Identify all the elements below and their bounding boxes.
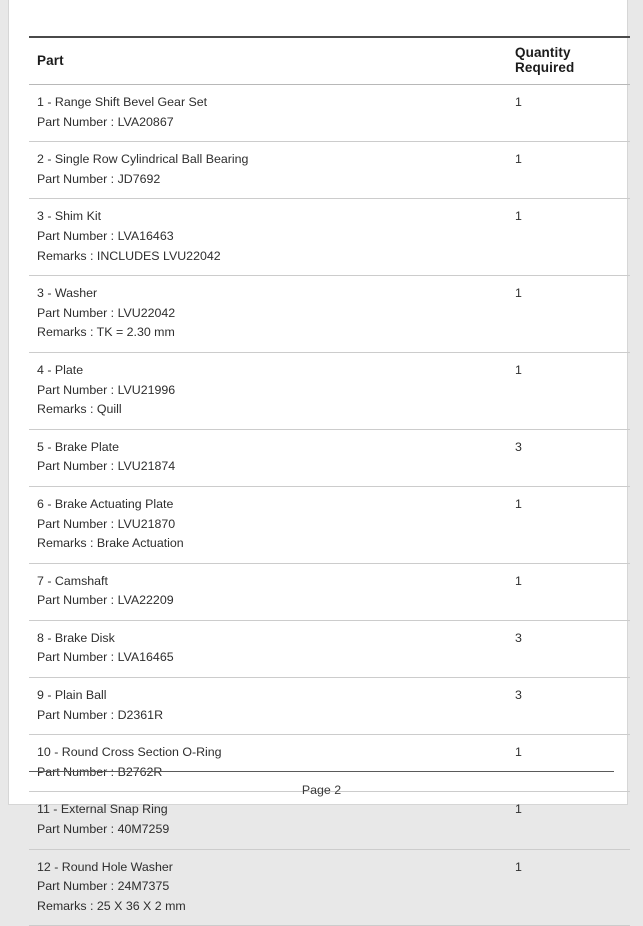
quantity-cell: 1 — [507, 563, 630, 621]
page-number-label: Page 2 — [301, 783, 342, 797]
table-row: 3 - Shim Kit Part Number : LVA16463 Remark… — [29, 198, 630, 277]
part-number: Part Number : 24M7375 — [37, 879, 170, 894]
part-cell: 3 - Shim Kit Part Number : LVA16463 Remark… — [29, 198, 507, 277]
part-number: Part Number : LVA22209 — [37, 593, 174, 608]
part-name: 12 - Round Hole Washer — [37, 859, 173, 874]
table-row: 12 - Round Hole Washer Part Number : 24M7… — [29, 849, 630, 926]
column-header-quantity-required: Quantity Required — [507, 36, 630, 85]
part-name: 8 - Brake Disk — [37, 630, 115, 645]
part-name: 10 - Round Cross Section O-Ring — [37, 745, 222, 760]
table-row: 11 - External Snap Ring Part Number : 40M… — [29, 791, 630, 850]
table-row: 8 - Brake Disk Part Number : LVA16465 3 — [29, 620, 630, 679]
page-footer: Page 2 — [29, 771, 614, 797]
table-row: 1 - Range Shift Bevel Gear Set Part Numbe… — [29, 84, 630, 143]
parts-table-body: 1 - Range Shift Bevel Gear Set Part Numbe… — [29, 84, 630, 926]
part-name: 3 - Shim Kit — [37, 209, 102, 224]
part-cell: 3 - Washer Part Number : LVU22042 Remarks … — [29, 275, 507, 353]
quantity-cell: 3 — [507, 620, 630, 679]
quantity-cell: 1 — [507, 141, 630, 200]
part-name: 1 - Range Shift Bevel Gear Set — [37, 95, 208, 109]
table-row: 10 - Round Cross Section O-Ring Part Numb… — [29, 734, 630, 793]
part-remarks: Remarks : TK = 2.30 mm — [37, 325, 175, 340]
quantity-cell: 3 — [507, 429, 630, 487]
quantity-cell: 1 — [507, 84, 630, 143]
quantity-cell: 1 — [507, 791, 630, 850]
quantity-cell: 1 — [507, 275, 630, 353]
part-number: Part Number : LVU21874 — [37, 459, 176, 474]
quantity-cell: 1 — [507, 849, 630, 926]
part-remarks: Remarks : INCLUDES LVU22042 — [37, 248, 221, 263]
part-name: 9 - Plain Ball — [37, 688, 107, 703]
part-number: Part Number : LVU22042 — [37, 305, 176, 320]
table-header-row: Part Quantity Required — [29, 36, 630, 85]
document-page-sheet: Part Quantity Required 1 - Range Shift B… — [8, 0, 630, 926]
quantity-cell: 1 — [507, 486, 630, 564]
part-name: 7 - Camshaft — [37, 573, 108, 588]
table-row: 6 - Brake Actuating Plate Part Number : L… — [29, 486, 630, 564]
part-cell: 6 - Brake Actuating Plate Part Number : L… — [29, 486, 507, 564]
quantity-cell: 1 — [507, 352, 630, 430]
part-cell: 2 - Single Row Cylindrical Ball Bearing P… — [29, 141, 507, 200]
quantity-cell: 3 — [507, 677, 630, 736]
part-cell: 11 - External Snap Ring Part Number : 40M… — [29, 791, 507, 850]
part-cell: 5 - Brake Plate Part Number : LVU21874 — [29, 429, 507, 487]
part-number: Part Number : D2361R — [37, 707, 164, 722]
part-cell: 8 - Brake Disk Part Number : LVA16465 — [29, 620, 507, 679]
part-number: Part Number : JD7692 — [37, 171, 161, 186]
part-remarks: Remarks : Brake Actuation — [37, 536, 184, 551]
table-row: 4 - Plate Part Number : LVU21996 Remarks :… — [29, 352, 630, 430]
part-cell: 4 - Plate Part Number : LVU21996 Remarks :… — [29, 352, 507, 430]
part-number: Part Number : LVA16463 — [37, 228, 174, 243]
part-cell: 10 - Round Cross Section O-Ring Part Numb… — [29, 734, 507, 793]
table-row: 2 - Single Row Cylindrical Ball Bearing P… — [29, 141, 630, 200]
table-row: 9 - Plain Ball Part Number : D2361R 3 — [29, 677, 630, 736]
part-remarks: Remarks : Quill — [37, 402, 122, 417]
part-cell: 1 - Range Shift Bevel Gear Set Part Numbe… — [29, 84, 507, 143]
part-name: 2 - Single Row Cylindrical Ball Bearing — [37, 152, 249, 167]
part-cell: 7 - Camshaft Part Number : LVA22209 — [29, 563, 507, 621]
part-cell: 12 - Round Hole Washer Part Number : 24M7… — [29, 849, 507, 926]
part-number: Part Number : LVU21996 — [37, 382, 176, 397]
part-cell: 9 - Plain Ball Part Number : D2361R — [29, 677, 507, 736]
quantity-cell: 1 — [507, 734, 630, 793]
parts-table-header: Part Quantity Required — [29, 36, 630, 85]
part-name: 5 - Brake Plate — [37, 439, 119, 454]
part-number: Part Number : LVU21870 — [37, 516, 176, 531]
part-name: 11 - External Snap Ring — [37, 802, 168, 817]
part-remarks: Remarks : 25 X 36 X 2 mm — [37, 898, 186, 913]
table-row: 3 - Washer Part Number : LVU22042 Remarks … — [29, 275, 630, 353]
part-number: Part Number : LVA16465 — [37, 650, 174, 665]
part-name: 4 - Plate — [37, 362, 84, 377]
part-number: Part Number : 40M7259 — [37, 822, 170, 837]
part-number: Part Number : LVA20867 — [37, 114, 174, 129]
table-row: 7 - Camshaft Part Number : LVA22209 1 — [29, 563, 630, 621]
quantity-cell: 1 — [507, 198, 630, 277]
part-name: 6 - Brake Actuating Plate — [37, 496, 174, 511]
column-header-part: Part — [29, 36, 507, 85]
table-row: 5 - Brake Plate Part Number : LVU21874 3 — [29, 429, 630, 487]
part-name: 3 - Washer — [37, 286, 98, 301]
